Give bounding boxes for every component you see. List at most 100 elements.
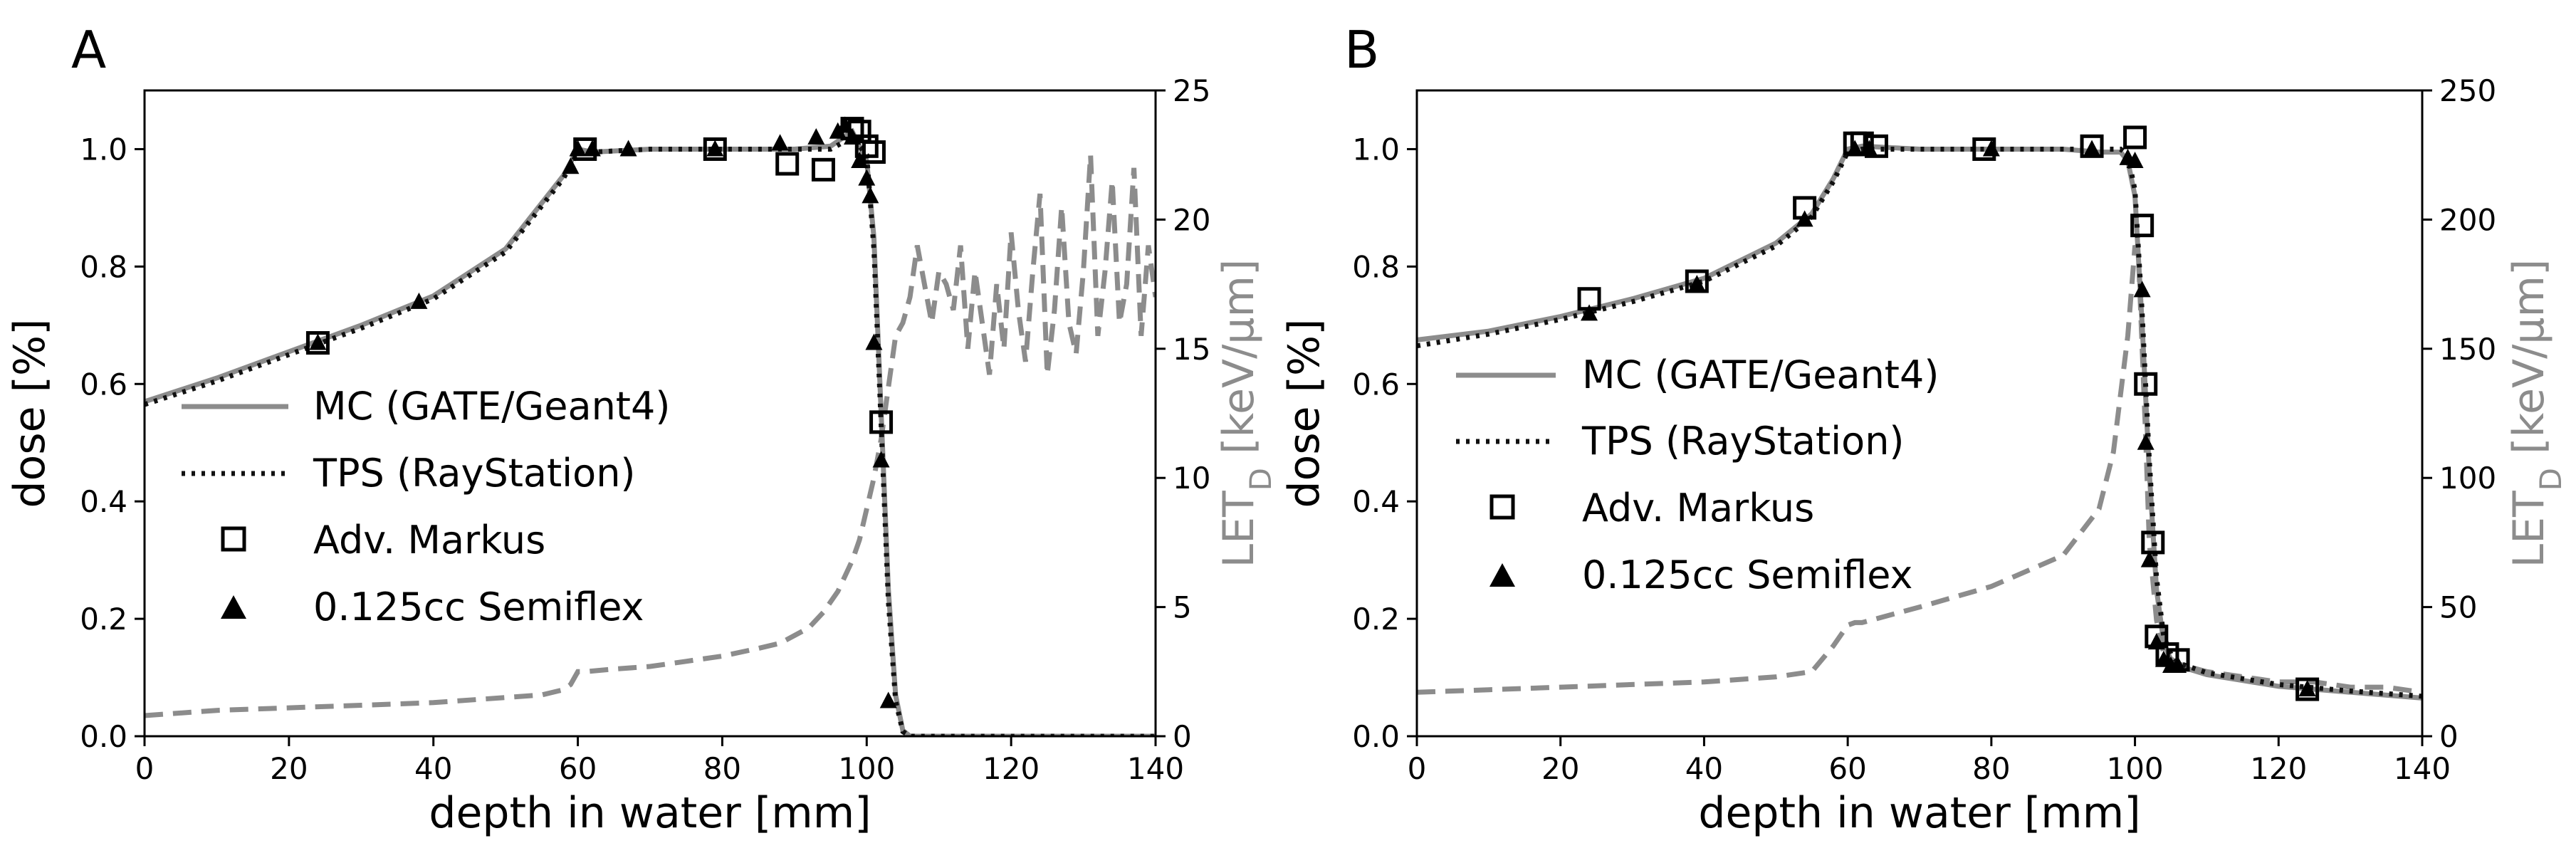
x-tick-label-a: 40 (414, 751, 452, 786)
semiflex-point-a (807, 127, 825, 145)
panel-a: A 0 20 40 60 80 100 120 140 0.0 0.2 0.4 0.6 0.8 1.0 0 5… (5, 20, 1278, 838)
x-tick-label-a: 80 (703, 751, 741, 786)
semiflex-point-a (706, 140, 724, 157)
legend-a-semiflex-label: 0.125cc Semiflex (313, 585, 644, 629)
x-tick-label-a: 140 (1127, 751, 1184, 786)
semiflex-point-b (1688, 275, 1706, 292)
semiflex-point-a (858, 169, 876, 186)
x-tick-label-b: 140 (2394, 751, 2451, 786)
y2-axis-label-main-a: LET (1214, 491, 1264, 567)
y-axis-label-b: dose [%] (1279, 319, 1329, 508)
semiflex-point-a (583, 140, 601, 157)
y2-axis-label-a: LETD [keV/µm] (1214, 259, 1278, 568)
legend-a: MC (GATE/Geant4) TPS (RayStation) Adv. M… (182, 384, 670, 629)
legend-a-markus-label: Adv. Markus (313, 518, 545, 562)
legend-b-semiflex-swatch (1489, 563, 1515, 587)
y-axis-label-a: dose [%] (5, 319, 55, 508)
x-tick-label-a: 0 (135, 751, 155, 786)
x-tick-label-b: 60 (1828, 751, 1866, 786)
x-tick-label-a: 100 (838, 751, 895, 786)
panel-b: B 0 20 40 60 80 100 120 140 0.0 0.2 0.4 0.6 0.8 1.0 0 5… (1279, 20, 2568, 838)
legend-b-markus-label: Adv. Markus (1582, 486, 1814, 530)
y-tick-label-b: 0.8 (1352, 249, 1400, 284)
y2-tick-label-a: 0 (1173, 719, 1192, 754)
markus-point-a (775, 152, 800, 176)
semiflex-point-b (2147, 633, 2165, 650)
legend-a-mc-label: MC (GATE/Geant4) (313, 384, 670, 429)
semiflex-point-b (1581, 304, 1598, 321)
markus-point-b (2123, 125, 2147, 150)
x-axis-label-a: depth in water [mm] (429, 788, 871, 838)
y2-axis-label-sub-a: D (1243, 468, 1278, 491)
y2-tick-label-b: 100 (2439, 461, 2496, 496)
plot-frame-b (1415, 89, 2424, 738)
plot-frame-a (143, 89, 1157, 738)
plot-area-b: 0 20 40 60 80 100 120 140 0.0 0.2 0.4 0.6 0.8 1.0 0 50 1… (1279, 73, 2568, 838)
x-tick-label-a: 60 (559, 751, 597, 786)
y2-axis-label-sub-b: D (2533, 468, 2568, 491)
semiflex-point-a (865, 333, 883, 350)
semiflex-point-b (1982, 140, 2000, 157)
semiflex-point-a (619, 140, 637, 157)
semiflex-point-a (562, 157, 580, 174)
y2-axis-label-main-b: LET (2504, 491, 2554, 567)
semiflex-point-b (2126, 151, 2144, 168)
panel-label-a: A (71, 20, 106, 80)
legend-a-markus-swatch (221, 526, 246, 552)
y-tick-label-b: 0.4 (1352, 484, 1400, 519)
y2-axis-label-b: LETD [keV/µm] (2504, 259, 2568, 568)
y-tick-label-a: 0.8 (80, 249, 127, 284)
y2-tick-label-a: 25 (1173, 73, 1210, 108)
y2-tick-label-b: 150 (2439, 332, 2496, 367)
y-tick-label-b: 0.6 (1352, 367, 1400, 402)
y2-tick-label-a: 20 (1173, 202, 1210, 237)
x-tick-label-b: 120 (2250, 751, 2307, 786)
y-tick-label-b: 1.0 (1352, 132, 1400, 167)
y2-tick-label-b: 250 (2439, 73, 2496, 108)
let-d-line-a (145, 155, 1156, 718)
semiflex-point-a (879, 691, 897, 708)
markus-point-a (305, 331, 330, 355)
markus-point-a (703, 137, 727, 161)
x-tick-label-b: 80 (1972, 751, 2010, 786)
x-tick-label-b: 100 (2106, 751, 2163, 786)
semiflex-point-a (410, 292, 428, 309)
semiflex-point-a (872, 451, 890, 468)
y-tick-label-b: 0.0 (1352, 719, 1400, 754)
semiflex-point-b (2137, 433, 2154, 450)
markus-point-a (869, 410, 894, 434)
y-tick-label-a: 0.4 (80, 484, 127, 519)
legend-b-semiflex-label: 0.125cc Semiflex (1582, 553, 1912, 597)
plot-area-a: 0 20 40 60 80 100 120 140 0.0 0.2 0.4 0.6 0.8 1.0 0 5 10… (5, 73, 1278, 838)
semiflex-point-a (844, 127, 861, 145)
y-tick-label-a: 0.6 (80, 367, 127, 402)
x-tick-label-a: 120 (983, 751, 1040, 786)
y2-tick-label-b: 200 (2439, 202, 2496, 237)
semiflex-point-b (1846, 140, 1864, 157)
let-d-line-b (1417, 244, 2422, 695)
markus-point-b (2134, 372, 2158, 396)
y2-axis-label-unit-b: [keV/µm] (2504, 259, 2554, 468)
semiflex-point-a (771, 134, 789, 151)
semiflex-point-b (2140, 550, 2158, 567)
semiflex-point-a (851, 151, 869, 168)
panel-label-b: B (1344, 20, 1379, 80)
semiflex-point-a (836, 116, 854, 133)
legend-b-markus-swatch (1489, 494, 1515, 520)
semiflex-point-b (2169, 656, 2187, 674)
y2-tick-label-a: 15 (1173, 332, 1210, 367)
legend-b-tps-label: TPS (RayStation) (1581, 419, 1905, 464)
y-tick-label-b: 0.2 (1352, 602, 1400, 637)
semiflex-point-a (309, 333, 327, 350)
x-tick-label-b: 20 (1541, 751, 1579, 786)
markus-point-b (2130, 214, 2154, 238)
markus-point-a (854, 134, 879, 158)
markus-point-a (811, 157, 835, 182)
y2-tick-label-b: 0 (2439, 719, 2459, 754)
semiflex-point-b (2083, 140, 2101, 157)
markus-point-b (1850, 131, 1874, 155)
markus-point-b (2295, 677, 2320, 701)
markus-point-a (862, 140, 886, 164)
y2-tick-label-a: 5 (1173, 590, 1192, 625)
